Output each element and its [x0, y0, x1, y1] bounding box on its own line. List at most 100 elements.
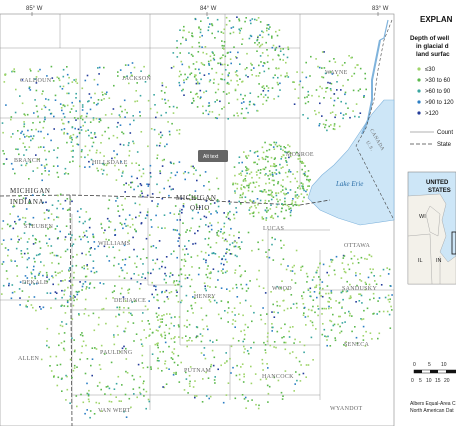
well-point	[290, 294, 293, 296]
well-point	[118, 306, 121, 309]
well-point	[216, 301, 218, 304]
well-point	[160, 321, 162, 323]
well-point	[54, 94, 57, 97]
well-point	[310, 55, 312, 58]
well-point	[89, 282, 92, 284]
well-point	[271, 171, 274, 174]
well-point	[177, 324, 180, 326]
well-point	[238, 32, 241, 34]
well-point	[168, 194, 170, 197]
well-point	[333, 93, 336, 95]
well-point	[169, 161, 172, 164]
well-point	[156, 342, 158, 345]
well-point	[223, 239, 226, 242]
well-point	[213, 299, 216, 302]
well-point	[142, 168, 145, 170]
well-point	[274, 49, 276, 51]
well-point	[180, 301, 182, 304]
well-point	[188, 323, 191, 326]
well-point	[90, 96, 92, 99]
legend-items: ≤30 >30 to 60 >60 to 90 >90 to 120 >120	[417, 67, 454, 117]
well-point	[267, 367, 269, 369]
well-point	[126, 111, 128, 114]
well-point	[285, 193, 288, 195]
well-point	[258, 83, 260, 85]
well-point	[325, 87, 328, 89]
well-point	[65, 374, 67, 377]
well-point	[235, 56, 237, 58]
well-point	[183, 265, 185, 267]
well-point	[200, 307, 203, 309]
well-point	[37, 130, 40, 133]
well-point	[318, 66, 321, 69]
well-point	[192, 165, 194, 168]
well-point	[45, 234, 47, 237]
well-point	[181, 89, 183, 92]
well-point	[343, 268, 345, 270]
well-point	[136, 177, 138, 180]
well-point	[58, 332, 60, 335]
well-point	[80, 238, 82, 241]
well-point	[326, 339, 328, 341]
well-point	[158, 267, 161, 270]
well-point	[268, 249, 270, 251]
well-point	[199, 72, 201, 74]
well-point	[279, 82, 281, 85]
well-point	[66, 66, 68, 68]
well-point	[195, 78, 197, 80]
well-point	[271, 173, 274, 176]
well-point	[158, 326, 161, 328]
well-point	[302, 187, 304, 189]
well-point	[234, 320, 237, 322]
well-point	[85, 288, 87, 290]
well-point	[119, 292, 122, 295]
well-point	[275, 206, 278, 208]
well-point	[124, 64, 127, 66]
well-point	[307, 117, 309, 120]
well-point	[212, 268, 215, 270]
well-point	[216, 99, 218, 101]
label-us: U.S.	[364, 141, 374, 153]
well-point	[267, 193, 270, 196]
well-point	[112, 108, 115, 110]
well-point	[41, 173, 43, 175]
well-point	[53, 218, 55, 221]
well-point	[269, 344, 272, 347]
well-point	[21, 256, 24, 258]
well-point	[94, 132, 96, 134]
well-point	[44, 106, 47, 109]
well-point	[226, 311, 229, 314]
well-point	[267, 209, 269, 212]
well-point	[160, 114, 163, 117]
well-point	[240, 330, 242, 333]
well-point	[97, 169, 99, 172]
well-point	[170, 172, 173, 174]
well-point	[79, 334, 82, 336]
well-point	[284, 147, 287, 149]
well-point	[266, 24, 269, 26]
well-point	[56, 384, 59, 387]
well-point	[195, 169, 197, 172]
well-point	[110, 401, 113, 403]
well-point	[284, 197, 286, 200]
well-point	[228, 290, 231, 292]
well-point	[190, 278, 193, 281]
well-point	[139, 258, 142, 260]
well-point	[217, 230, 220, 232]
well-point	[332, 313, 334, 316]
well-point	[293, 390, 295, 392]
well-point	[118, 114, 121, 116]
well-point	[139, 393, 142, 395]
well-point	[283, 309, 286, 312]
well-point	[59, 230, 61, 233]
well-point	[11, 291, 14, 294]
well-point	[6, 223, 9, 226]
well-point	[183, 81, 185, 84]
well-point	[212, 252, 215, 255]
well-point	[231, 242, 234, 244]
well-point	[235, 283, 238, 286]
well-point	[364, 345, 367, 347]
well-point	[267, 24, 270, 26]
well-point	[121, 347, 124, 350]
well-point	[103, 155, 105, 157]
